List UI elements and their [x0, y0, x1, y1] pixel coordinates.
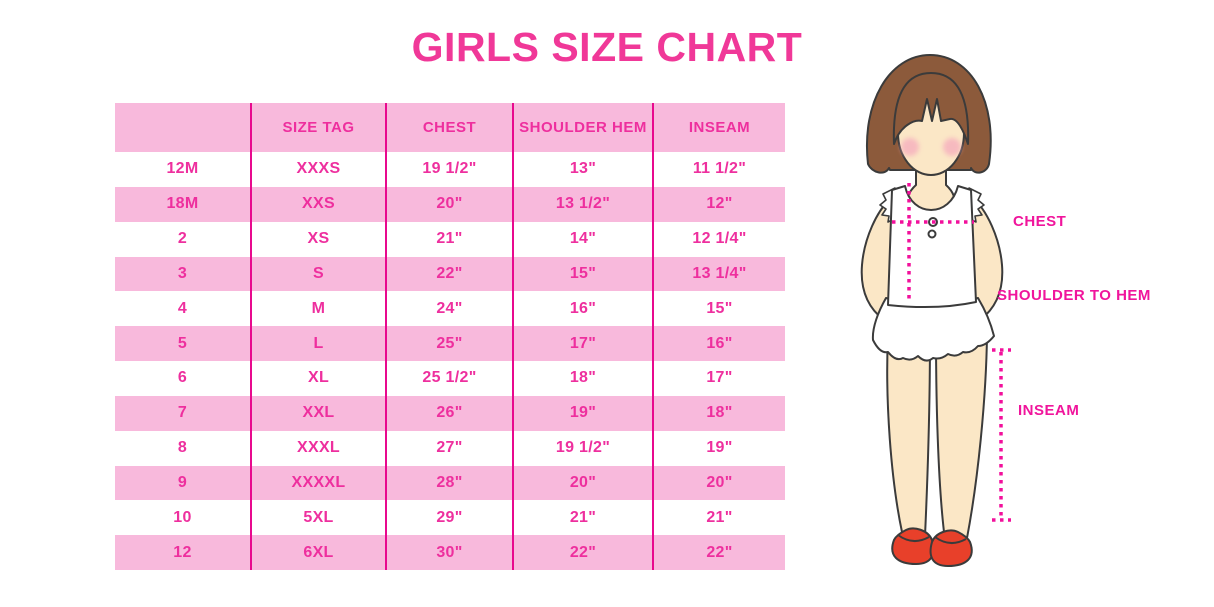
- cell-size: 12: [173, 543, 192, 561]
- top-button-2: [927, 229, 937, 239]
- left-blush: [901, 138, 919, 156]
- cell-shoulder-hem: 14": [512, 221, 652, 257]
- cell-size: 4: [177, 299, 188, 317]
- column-header-shoulder-hem: SHOULDER HEM: [512, 103, 652, 152]
- cell-inseam: 20": [652, 465, 785, 501]
- cell-inseam: 16": [652, 326, 785, 362]
- cell-chest: 25 1/2": [385, 361, 512, 396]
- cell-size-tag: S: [250, 256, 385, 292]
- table-row: 12M XXXS 19 1/2" 13" 11 1/2": [115, 152, 785, 187]
- table-row: 9 XXXXL 28" 20" 20": [115, 465, 785, 501]
- left-shoe: [891, 527, 935, 565]
- cell-chest: 30": [385, 535, 512, 571]
- cell-shoulder-hem: 13": [512, 152, 652, 187]
- left-shoe-strap: [897, 534, 930, 542]
- cell-size: 5: [177, 334, 188, 352]
- cell-chest: 24": [385, 291, 512, 327]
- cell-shoulder-hem: 20": [512, 465, 652, 501]
- column-header-size: [115, 103, 250, 152]
- cell-inseam: 21": [652, 500, 785, 536]
- cell-shoulder-hem: 18": [512, 361, 652, 396]
- right-blush: [943, 138, 961, 156]
- cell-size: 9: [177, 474, 188, 492]
- page-title: GIRLS SIZE CHART: [411, 24, 803, 70]
- cell-size-tag: XXL: [250, 395, 385, 431]
- cell-shoulder-hem: 13 1/2": [512, 186, 652, 222]
- cell-inseam: 19": [652, 430, 785, 466]
- cell-size-tag: 6XL: [250, 535, 385, 571]
- column-header-size-tag: SIZE TAG: [250, 103, 385, 152]
- cell-chest: 27": [385, 430, 512, 466]
- table-row: 7 XXL 26" 19" 18": [115, 395, 785, 431]
- cell-shoulder-hem: 16": [512, 291, 652, 327]
- cell-size: 6: [177, 369, 188, 387]
- cell-size-tag: XXXL: [250, 430, 385, 466]
- cell-chest: 21": [385, 221, 512, 257]
- table-row: 10 5XL 29" 21" 21": [115, 500, 785, 536]
- table-header-row: SIZE TAG CHEST SHOULDER HEM INSEAM: [115, 103, 785, 152]
- cell-inseam: 12": [652, 186, 785, 222]
- right-shoe: [929, 529, 973, 567]
- cell-shoulder-hem: 21": [512, 500, 652, 536]
- cell-inseam: 13 1/4": [652, 256, 785, 292]
- cell-size: 2: [177, 230, 188, 248]
- cell-chest: 25": [385, 326, 512, 362]
- cell-size-tag: XS: [250, 221, 385, 257]
- cell-size-tag: 5XL: [250, 500, 385, 536]
- cell-size-tag: XXXS: [250, 152, 385, 187]
- table-row: 18M XXS 20" 13 1/2" 12": [115, 186, 785, 222]
- cell-inseam: 12 1/4": [652, 221, 785, 257]
- cell-size: 7: [177, 404, 188, 422]
- table-row: 6 XL 25 1/2" 18" 17": [115, 361, 785, 396]
- cell-size-tag: XL: [250, 361, 385, 396]
- cell-size-tag: L: [250, 326, 385, 362]
- size-chart-table: SIZE TAG CHEST SHOULDER HEM INSEAM 12M X…: [115, 103, 785, 571]
- cell-shoulder-hem: 19": [512, 395, 652, 431]
- table-row: 5 L 25" 17" 16": [115, 326, 785, 362]
- cell-size-tag: XXXXL: [250, 465, 385, 501]
- cell-inseam: 22": [652, 535, 785, 571]
- cell-size: 8: [177, 439, 188, 457]
- cell-size: 3: [177, 264, 188, 282]
- cell-size-tag: XXS: [250, 186, 385, 222]
- chest-label: CHEST: [1013, 213, 1067, 230]
- cell-chest: 20": [385, 186, 512, 222]
- table-row: 3 S 22" 15" 13 1/4": [115, 256, 785, 292]
- cell-chest: 28": [385, 465, 512, 501]
- cell-shoulder-hem: 15": [512, 256, 652, 292]
- table-row: 2 XS 21" 14" 12 1/4": [115, 221, 785, 257]
- cell-chest: 19 1/2": [385, 152, 512, 187]
- measurement-figure: CHEST SHOULDER TO HEM INSEAM: [828, 40, 1214, 600]
- table-row: 12 6XL 30" 22" 22": [115, 535, 785, 571]
- cell-size: 18M: [166, 195, 199, 213]
- cell-chest: 29": [385, 500, 512, 536]
- girl-illustration: [860, 54, 1011, 567]
- shoulder-to-hem-label: SHOULDER TO HEM: [997, 287, 1151, 304]
- column-header-chest: CHEST: [385, 103, 512, 152]
- cell-shoulder-hem: 17": [512, 326, 652, 362]
- column-header-inseam: INSEAM: [652, 103, 785, 152]
- right-shoe-strap: [934, 536, 967, 544]
- cell-size: 10: [173, 508, 192, 526]
- cell-inseam: 18": [652, 395, 785, 431]
- cell-size-tag: M: [250, 291, 385, 327]
- left-leg: [886, 335, 931, 537]
- bangs: [892, 72, 970, 145]
- cell-inseam: 11 1/2": [652, 152, 785, 187]
- table-row: 4 M 24" 16" 15": [115, 291, 785, 327]
- inseam-label: INSEAM: [1018, 402, 1080, 419]
- table-row: 8 XXXL 27" 19 1/2" 19": [115, 430, 785, 466]
- cell-chest: 22": [385, 256, 512, 292]
- skirt: [871, 297, 995, 362]
- cell-chest: 26": [385, 395, 512, 431]
- cell-inseam: 17": [652, 361, 785, 396]
- cell-inseam: 15": [652, 291, 785, 327]
- cell-shoulder-hem: 22": [512, 535, 652, 571]
- right-leg: [935, 335, 988, 539]
- cell-size: 12M: [166, 160, 199, 178]
- cell-shoulder-hem: 19 1/2": [512, 430, 652, 466]
